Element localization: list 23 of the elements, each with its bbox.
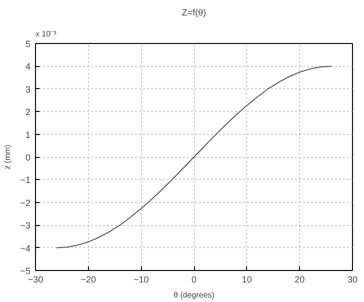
x-tick-label: 0 — [191, 274, 197, 284]
y-tick-label: −3 — [20, 220, 31, 231]
y-tick-label: 1 — [25, 130, 31, 140]
y-tick-label: −4 — [20, 243, 31, 254]
x-tick-label: −10 — [134, 274, 149, 284]
y-tick-label: −1 — [20, 175, 31, 186]
x-tick-label: 30 — [347, 274, 358, 284]
x-tick-label: −20 — [80, 274, 96, 284]
y-tick-label: 2 — [25, 107, 31, 118]
text: x 10⁻³ — [36, 30, 57, 38]
line-series — [56, 66, 332, 248]
y-tick-label: −2 — [20, 198, 31, 208]
x-tick-label: 20 — [294, 274, 305, 284]
y-axis-title: z (mm) — [3, 144, 12, 170]
y-tick-label: −5 — [20, 266, 31, 276]
x-tick-label: 10 — [242, 274, 252, 284]
y-tick-label: 3 — [25, 84, 31, 94]
chart-title: Z=f(θ) — [182, 8, 206, 18]
y-tick-label: 0 — [25, 152, 31, 162]
y-tick-label: 4 — [25, 62, 31, 72]
y-tick-label: 5 — [25, 39, 31, 49]
x-tick-label: −30 — [28, 274, 44, 284]
x-axis-title: θ (degrees) — [174, 290, 215, 300]
